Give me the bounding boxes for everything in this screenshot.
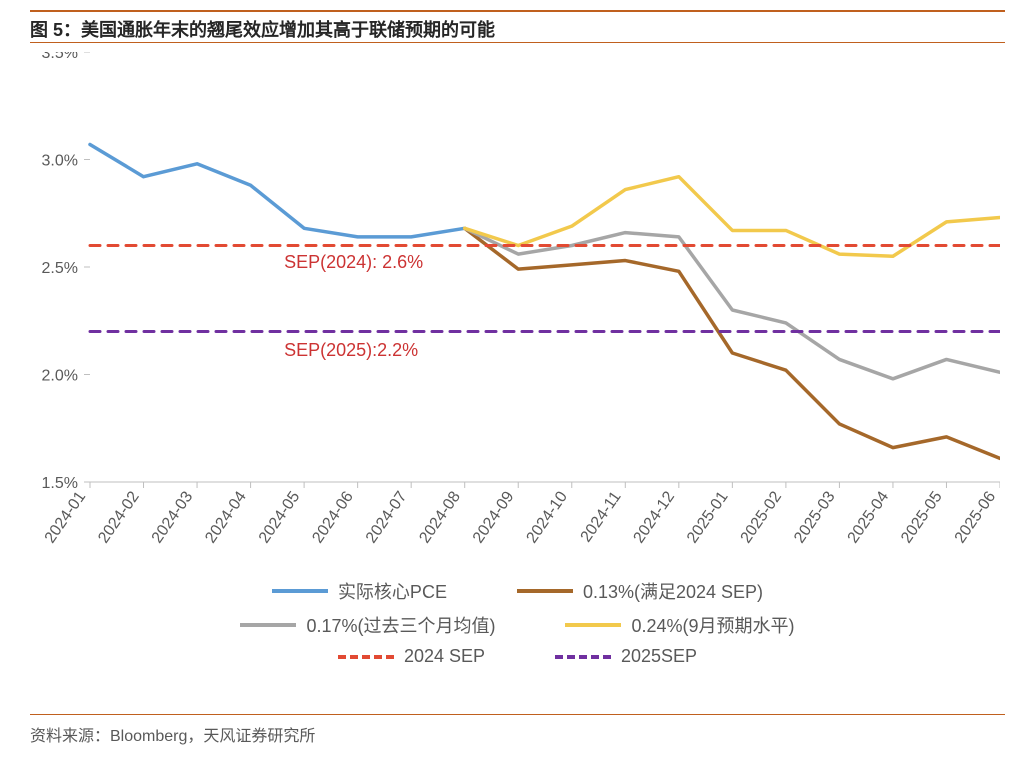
- svg-text:2024-09: 2024-09: [470, 488, 518, 546]
- legend: 实际核心PCE 0.13%(满足2024 SEP) 0.17%(过去三个月均值) 0.…: [0, 578, 1035, 675]
- svg-text:2024-02: 2024-02: [95, 488, 143, 546]
- svg-text:2.5%: 2.5%: [42, 260, 78, 277]
- svg-text:1.5%: 1.5%: [42, 475, 78, 492]
- svg-text:2024-12: 2024-12: [630, 488, 678, 546]
- legend-item: 2025SEP: [555, 646, 697, 667]
- svg-text:2025-04: 2025-04: [845, 488, 893, 546]
- svg-text:2025-06: 2025-06: [952, 488, 1000, 546]
- legend-label: 2025SEP: [621, 646, 697, 667]
- legend-label: 0.24%(9月预期水平): [631, 612, 794, 638]
- svg-text:2024-08: 2024-08: [416, 488, 464, 546]
- svg-text:2024-01: 2024-01: [42, 488, 90, 546]
- svg-text:2025-05: 2025-05: [898, 488, 946, 546]
- legend-label: 实际核心PCE: [338, 578, 447, 604]
- figure: 图 5：美国通胀年末的翘尾效应增加其高于联储预期的可能 1.5% 2.0% 2.5%…: [0, 0, 1035, 765]
- svg-text:2024-11: 2024-11: [578, 488, 625, 545]
- source-text: 资料来源：Bloomberg，天风证券研究所: [30, 722, 315, 746]
- legend-item: 0.13%(满足2024 SEP): [517, 578, 763, 604]
- legend-swatch: [555, 655, 611, 659]
- svg-text:2024-07: 2024-07: [363, 488, 411, 546]
- footer-rule: [30, 714, 1005, 715]
- svg-text:2025-02: 2025-02: [738, 488, 786, 546]
- svg-text:2.0%: 2.0%: [42, 368, 78, 385]
- legend-item: 0.24%(9月预期水平): [565, 612, 794, 638]
- legend-swatch: [517, 589, 573, 593]
- legend-item: 2024 SEP: [338, 646, 485, 667]
- legend-swatch: [272, 589, 328, 593]
- svg-text:2024-03: 2024-03: [149, 488, 197, 546]
- svg-text:2024-05: 2024-05: [256, 488, 304, 546]
- legend-swatch: [565, 623, 621, 627]
- legend-item: 实际核心PCE: [272, 578, 447, 604]
- title-underline: [30, 42, 1005, 43]
- chart-title: 图 5：美国通胀年末的翘尾效应增加其高于联储预期的可能: [30, 20, 495, 40]
- legend-item: 0.17%(过去三个月均值): [240, 612, 495, 638]
- svg-text:2024-10: 2024-10: [523, 488, 571, 546]
- svg-text:3.0%: 3.0%: [42, 153, 78, 170]
- svg-text:2025-03: 2025-03: [791, 488, 839, 546]
- legend-swatch: [338, 655, 394, 659]
- annotation-sep-2025: SEP(2025):2.2%: [284, 340, 418, 361]
- legend-label: 0.17%(过去三个月均值): [306, 612, 495, 638]
- legend-swatch: [240, 623, 296, 627]
- title-bar: 图 5：美国通胀年末的翘尾效应增加其高于联储预期的可能: [30, 10, 1005, 42]
- legend-label: 0.13%(满足2024 SEP): [583, 578, 763, 604]
- svg-text:2024-06: 2024-06: [309, 488, 357, 546]
- svg-text:3.5%: 3.5%: [42, 52, 78, 62]
- chart-plot: 1.5%2.0%2.5%3.0%3.5%2024-012024-022024-0…: [30, 52, 1000, 602]
- svg-text:2025-01: 2025-01: [684, 488, 732, 546]
- legend-label: 2024 SEP: [404, 646, 485, 667]
- svg-text:2024-04: 2024-04: [202, 488, 250, 546]
- annotation-sep-2024: SEP(2024): 2.6%: [284, 252, 423, 273]
